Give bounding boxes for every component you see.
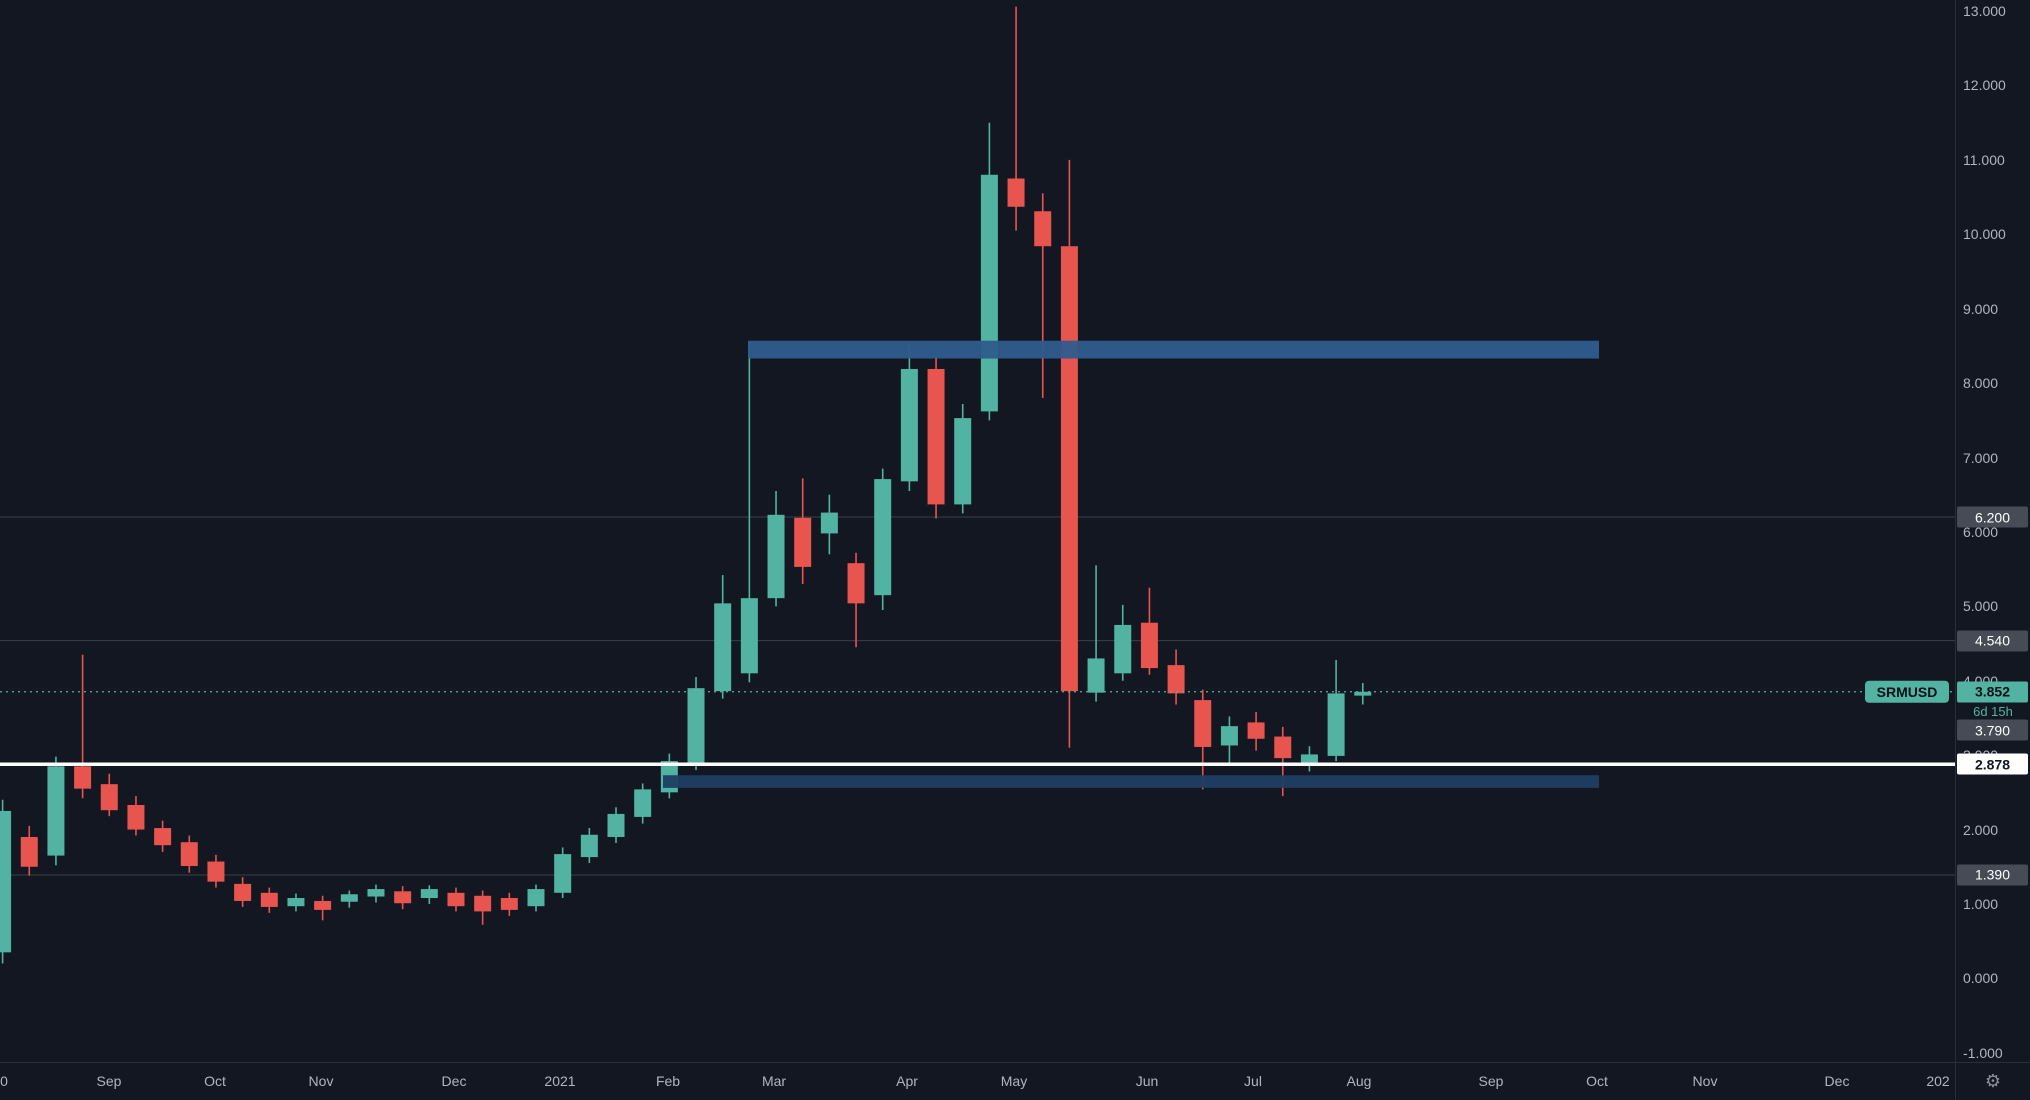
candle-body xyxy=(1061,246,1078,691)
candle-body xyxy=(47,766,64,855)
candle-body xyxy=(928,369,945,504)
time-axis-label: Sep xyxy=(97,1073,122,1089)
level-price-badge: 4.540 xyxy=(1957,630,2028,651)
symbol-price-tag-label: SRMUSD xyxy=(1877,684,1938,700)
level-price-badge: 1.390 xyxy=(1957,864,2028,885)
support-price-badge: 2.878 xyxy=(1957,754,2028,775)
candle-body xyxy=(341,894,358,901)
candle-body xyxy=(1301,754,1318,763)
candle-body xyxy=(1168,665,1185,693)
time-axis-label: Jul xyxy=(1244,1073,1262,1089)
price-tick-label: 2.000 xyxy=(1963,823,1998,837)
time-axis-label: Oct xyxy=(204,1073,226,1089)
time-axis-label: 2021 xyxy=(544,1073,575,1089)
candle-body xyxy=(528,889,545,906)
time-axis-label: Mar xyxy=(762,1073,786,1089)
candle-body xyxy=(0,811,11,952)
candle-body xyxy=(1034,211,1051,246)
price-tick-label: 9.000 xyxy=(1963,302,1998,316)
time-axis-label: Apr xyxy=(896,1073,918,1089)
candle-body xyxy=(1008,179,1025,207)
candle-body xyxy=(261,893,278,907)
price-tick-label: 12.000 xyxy=(1963,78,2006,92)
candlestick-plot[interactable]: SRMUSD xyxy=(0,0,1955,1062)
candle-body xyxy=(634,789,651,817)
candle-body xyxy=(821,513,838,534)
time-axis[interactable]: 0 Sep Oct Nov Dec 2021 Feb Mar Apr May Jun Jul Aug Se… xyxy=(0,1062,1955,1100)
candle-body xyxy=(74,766,91,788)
level-price-badge: 6.200 xyxy=(1957,507,2028,528)
level-price-badge: 3.790 xyxy=(1957,720,2028,741)
candle-body xyxy=(234,884,251,901)
time-axis-label: Dec xyxy=(1825,1073,1850,1089)
candle-body xyxy=(981,175,998,412)
candle-body xyxy=(688,688,705,763)
time-axis-label: May xyxy=(1001,1073,1027,1089)
candle-body xyxy=(101,784,118,810)
candle-body xyxy=(501,898,518,910)
price-tick-label: 13.000 xyxy=(1963,4,2006,18)
candle-body xyxy=(394,891,411,903)
candle-body xyxy=(554,854,571,893)
candle-body xyxy=(1221,726,1238,745)
candle-body xyxy=(1248,722,1265,738)
candle-body xyxy=(1328,693,1345,756)
price-tick-label: 7.000 xyxy=(1963,451,1998,465)
settings-gear-icon[interactable]: ⚙ xyxy=(1985,1071,2001,1092)
candle-body xyxy=(367,889,384,896)
current-price-badge: 3.852 xyxy=(1957,681,2028,702)
candle-body xyxy=(421,889,438,898)
candle-body xyxy=(21,837,38,867)
candle-body xyxy=(608,814,625,837)
candle-body xyxy=(154,828,171,845)
price-tick-label: 0.000 xyxy=(1963,971,1998,985)
candle-body xyxy=(1141,623,1158,668)
time-axis-label: 202 xyxy=(1926,1073,1949,1089)
bar-close-countdown: 6d 15h xyxy=(1956,705,2030,719)
candle-body xyxy=(768,515,785,598)
candle-body xyxy=(901,369,918,481)
candle-body xyxy=(127,805,144,830)
candle-body xyxy=(874,479,891,595)
candle-body xyxy=(714,603,731,691)
time-axis-label: 0 xyxy=(0,1073,8,1089)
time-axis-label: Nov xyxy=(309,1073,334,1089)
price-tick-label: 5.000 xyxy=(1963,599,1998,613)
candle-body xyxy=(474,896,491,912)
candle-body xyxy=(181,842,198,866)
zone-rectangle[interactable] xyxy=(748,341,1599,359)
time-axis-label: Aug xyxy=(1347,1073,1372,1089)
candle-body xyxy=(1274,737,1291,759)
price-tick-label: 8.000 xyxy=(1963,376,1998,390)
axis-corner[interactable]: ⚙ xyxy=(1955,1062,2030,1100)
time-axis-label: Feb xyxy=(656,1073,680,1089)
candle-body xyxy=(207,862,224,882)
price-tick-label: 1.000 xyxy=(1963,897,1998,911)
candle-body xyxy=(314,901,331,910)
candle-body xyxy=(848,563,865,603)
candle-body xyxy=(287,898,304,906)
candle-body xyxy=(1114,625,1131,673)
price-tick-label: -1.000 xyxy=(1963,1046,2003,1060)
price-tick-label: 10.000 xyxy=(1963,227,2006,241)
time-axis-label: Oct xyxy=(1586,1073,1608,1089)
candle-body xyxy=(741,598,758,673)
time-axis-label: Sep xyxy=(1479,1073,1504,1089)
candle-body xyxy=(794,518,811,567)
time-axis-label: Nov xyxy=(1693,1073,1718,1089)
time-axis-label: Jun xyxy=(1136,1073,1159,1089)
candle-body xyxy=(954,418,971,504)
price-tick-label: 11.000 xyxy=(1963,153,2005,167)
trading-chart-window: SRMUSD 13.000 12.000 11.000 10.000 9.000 8.00… xyxy=(0,0,2030,1100)
zone-rectangle[interactable] xyxy=(663,775,1599,788)
candle-body xyxy=(1088,658,1105,692)
candle-body xyxy=(1194,700,1211,747)
candle-body xyxy=(447,893,464,906)
candle-body xyxy=(581,835,598,857)
price-axis[interactable]: 13.000 12.000 11.000 10.000 9.000 8.000 7.000 6… xyxy=(1955,0,2030,1062)
time-axis-label: Dec xyxy=(442,1073,467,1089)
